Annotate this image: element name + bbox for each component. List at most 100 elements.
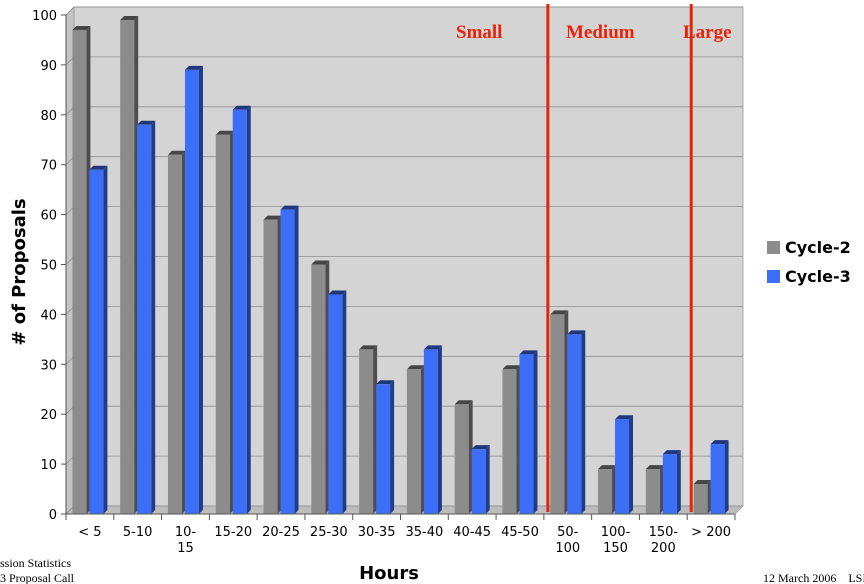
x-axis-ticks: < 5 5-10 10-15 15-20 20-25 25-30 30-35 35-40 40-… bbox=[65, 513, 736, 556]
bar-top-face bbox=[167, 150, 186, 155]
bar-front-face bbox=[167, 154, 182, 514]
bar-top-face bbox=[184, 65, 203, 70]
bar-top-face bbox=[519, 350, 538, 355]
x-tick-label: 25-30 bbox=[310, 525, 348, 540]
x-tick-label: 150-200 bbox=[649, 525, 679, 556]
bar-front-face bbox=[232, 109, 247, 514]
bar-top-face bbox=[550, 310, 569, 315]
bar-side-face bbox=[437, 345, 442, 514]
x-axis-title: Hours bbox=[359, 563, 419, 584]
bar-front-face bbox=[311, 264, 326, 514]
bar-front-face bbox=[263, 219, 278, 514]
bar-cycle-2-5 bbox=[311, 260, 330, 514]
bar-front-face bbox=[645, 469, 660, 514]
bar-top-face bbox=[137, 120, 156, 125]
bar-side-face bbox=[629, 415, 634, 514]
bar-top-face bbox=[471, 445, 490, 450]
y-tick-label: 10 bbox=[40, 458, 57, 473]
footer-right: 12 March 2006 LSI-6 bbox=[763, 571, 864, 584]
x-tick-label: 40-45 bbox=[453, 525, 491, 540]
bar-cycle-3-5 bbox=[328, 290, 347, 514]
x-tick-label: 5-10 bbox=[123, 525, 153, 540]
bar-cycle-3-3 bbox=[232, 105, 251, 514]
bar-top-face bbox=[645, 465, 664, 470]
bar-top-face bbox=[232, 105, 251, 110]
bar-cycle-3-10 bbox=[567, 330, 586, 514]
y-tick-label: 70 bbox=[40, 159, 57, 174]
y-tick-label: 90 bbox=[40, 59, 57, 74]
bar-top-face bbox=[454, 400, 473, 405]
x-tick-label: > 200 bbox=[691, 525, 731, 540]
bar-front-face bbox=[615, 419, 630, 514]
bar-cycle-3-13 bbox=[710, 440, 729, 514]
bar-cycle-3-6 bbox=[376, 380, 395, 514]
y-tick-label: 0 bbox=[49, 508, 57, 523]
legend-swatch-cycle-2 bbox=[767, 241, 780, 254]
bar-cycle-3-11 bbox=[615, 415, 634, 514]
bar-top-face bbox=[423, 345, 442, 350]
bar-top-face bbox=[120, 15, 139, 20]
bar-cycle-2-4 bbox=[263, 215, 282, 514]
y-tick-label: 80 bbox=[40, 109, 57, 124]
bar-cycle-2-8 bbox=[454, 400, 473, 514]
bar-front-face bbox=[502, 369, 517, 514]
bar-front-face bbox=[328, 294, 343, 514]
bars bbox=[72, 15, 729, 515]
region-label-large: Large bbox=[683, 22, 732, 43]
bar-cycle-2-13 bbox=[693, 480, 712, 514]
bar-front-face bbox=[423, 349, 438, 514]
bar-cycle-2-1 bbox=[120, 15, 139, 515]
bar-cycle-3-1 bbox=[137, 120, 156, 514]
bar-side-face bbox=[390, 380, 395, 514]
bar-front-face bbox=[550, 314, 565, 514]
bar-top-face bbox=[615, 415, 634, 420]
bar-front-face bbox=[359, 349, 374, 514]
y-axis-ticks: 0 10 20 30 40 50 60 70 80 90 100 bbox=[32, 9, 67, 523]
x-tick-label: 35-40 bbox=[406, 525, 444, 540]
bar-front-face bbox=[215, 134, 230, 514]
bar-top-face bbox=[662, 450, 681, 455]
footer-left-line1: ssion Statistics bbox=[0, 556, 71, 570]
category-dividers bbox=[546, 4, 693, 512]
bar-front-face bbox=[598, 469, 613, 514]
bar-top-face bbox=[567, 330, 586, 335]
bar-side-face bbox=[103, 165, 108, 514]
bar-cycle-2-10 bbox=[550, 310, 569, 514]
x-tick-label: < 5 bbox=[78, 525, 101, 540]
bar-cycle-3-2 bbox=[184, 65, 203, 514]
bar-front-face bbox=[137, 124, 152, 514]
bar-cycle-2-2 bbox=[167, 150, 186, 514]
bar-top-face bbox=[280, 205, 299, 210]
bar-front-face bbox=[89, 169, 104, 514]
bar-side-face bbox=[676, 450, 681, 514]
region-label-medium: Medium bbox=[566, 22, 635, 43]
bar-front-face bbox=[376, 384, 391, 514]
bar-cycle-2-6 bbox=[359, 345, 378, 514]
bar-cycle-3-8 bbox=[471, 445, 490, 514]
bar-top-face bbox=[710, 440, 729, 445]
bar-top-face bbox=[328, 290, 347, 295]
bar-front-face bbox=[120, 19, 135, 515]
bar-front-face bbox=[710, 444, 725, 514]
y-tick-label: 50 bbox=[40, 259, 57, 274]
footer-left-line2: 3 Proposal Call bbox=[0, 571, 75, 584]
bar-top-face bbox=[376, 380, 395, 385]
bar-front-face bbox=[471, 449, 486, 514]
bar-top-face bbox=[311, 260, 330, 265]
bar-side-face bbox=[724, 440, 729, 514]
legend: Cycle-2 Cycle-3 bbox=[767, 238, 851, 286]
bar-cycle-2-9 bbox=[502, 365, 521, 514]
bar-side-face bbox=[246, 105, 251, 514]
x-tick-label: 45-50 bbox=[501, 525, 539, 540]
y-tick-label: 100 bbox=[32, 9, 57, 24]
bar-side-face bbox=[342, 290, 347, 514]
bar-side-face bbox=[581, 330, 586, 514]
bar-top-face bbox=[89, 165, 108, 170]
gridline bbox=[65, 6, 743, 16]
bar-top-face bbox=[693, 480, 712, 485]
bar-cycle-3-7 bbox=[423, 345, 442, 514]
bar-front-face bbox=[184, 69, 199, 514]
bar-top-face bbox=[406, 365, 425, 370]
bar-top-face bbox=[263, 215, 282, 220]
